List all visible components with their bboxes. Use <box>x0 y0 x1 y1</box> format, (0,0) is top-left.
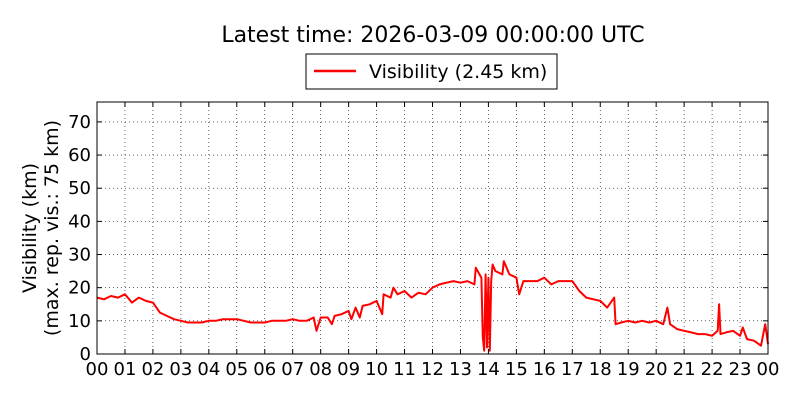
axis-ticks <box>96 102 769 355</box>
x-tick-label: 07 <box>281 359 304 380</box>
x-tick-label: 01 <box>114 359 137 380</box>
x-tick-label: 10 <box>365 359 388 380</box>
y-tick-label: 20 <box>68 278 91 299</box>
x-tick-label: 13 <box>449 359 472 380</box>
x-tick-label: 21 <box>673 359 696 380</box>
x-tick-label: 00 <box>86 359 109 380</box>
y-tick-label: 50 <box>68 178 91 199</box>
x-tick-label: 00 <box>757 359 780 380</box>
x-tick-label: 17 <box>561 359 584 380</box>
x-tick-label: 14 <box>477 359 500 380</box>
y-tick-label: 30 <box>68 245 91 266</box>
series-group <box>96 260 769 352</box>
y-tick-label: 0 <box>80 344 91 365</box>
grid-lines <box>97 102 768 354</box>
chart-title: Latest time: 2026-03-09 00:00:00 UTC <box>221 23 644 48</box>
x-tick-label: 12 <box>421 359 444 380</box>
y-axis-label-1-group: Visibility (km) <box>19 163 41 293</box>
x-tick-label: 20 <box>645 359 668 380</box>
y-tick-labels: 0 10 20 30 40 50 60 70 <box>68 112 91 365</box>
x-tick-label: 09 <box>337 359 360 380</box>
y-axis-label-line2: (max. rep. vis.: 75 km) <box>41 120 63 336</box>
legend: Visibility (2.45 km) <box>305 53 558 90</box>
x-tick-label: 03 <box>169 359 192 380</box>
y-tick-label: 40 <box>68 211 91 232</box>
x-tick-label: 19 <box>617 359 640 380</box>
x-tick-label: 16 <box>533 359 556 380</box>
x-tick-label: 11 <box>393 359 416 380</box>
y-axis-label-line1: Visibility (km) <box>19 163 41 293</box>
x-tick-label: 15 <box>505 359 528 380</box>
y-tick-label: 10 <box>68 311 91 332</box>
y-tick-label: 60 <box>68 145 91 166</box>
x-tick-labels: 00 01 02 03 04 05 06 07 08 09 10 11 12 13 14 15 16 17 18 19… <box>86 359 780 380</box>
x-tick-label: 02 <box>141 359 164 380</box>
x-tick-label: 06 <box>253 359 276 380</box>
x-tick-label: 22 <box>701 359 724 380</box>
plot-frame <box>96 101 769 355</box>
x-tick-label: 18 <box>589 359 612 380</box>
x-tick-label: 05 <box>225 359 248 380</box>
visibility-series-line <box>96 260 769 352</box>
x-tick-label: 04 <box>197 359 220 380</box>
legend-label: Visibility (2.45 km) <box>369 61 547 83</box>
x-tick-label: 08 <box>309 359 332 380</box>
x-tick-label: 23 <box>729 359 752 380</box>
y-tick-label: 70 <box>68 112 91 133</box>
y-axis-label-2-group: (max. rep. vis.: 75 km) <box>41 120 63 336</box>
